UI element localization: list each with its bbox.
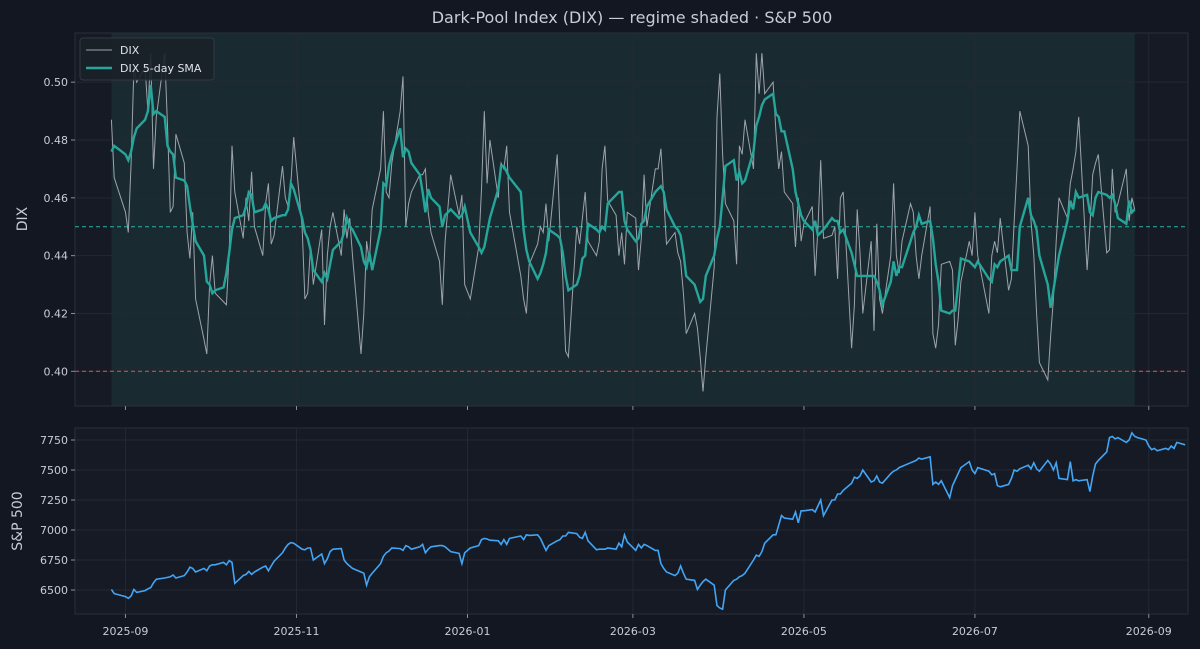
dix-panel: 0.40 0.42 0.44 0.46 0.48 0.50 DIX DIX DIX 5-d… [15,32,1189,410]
legend-entry-sma: DIX 5-day SMA [120,62,202,75]
dix-y-tick-label: 0.48 [44,134,69,147]
x-tick-label: 2026-07 [952,625,998,638]
spx-y-tick-label: 7500 [40,464,68,477]
legend-box [79,37,215,81]
x-tick-label: 2026-05 [781,625,827,638]
spx-y-tick-label: 7750 [40,434,68,447]
dix-sma-series-line [110,84,1136,315]
dix-series-line [110,53,1136,392]
chart-title: Dark-Pool Index (DIX) — regime shaded · … [432,8,833,27]
spx-y-axis: 6500 6750 7000 7250 7500 7750 [40,434,75,597]
x-tick-label: 2026-03 [610,625,656,638]
dix-y-axis-label: DIX [15,206,31,231]
x-tick-label: 2026-01 [445,625,491,638]
dix-y-axis: 0.40 0.42 0.44 0.46 0.48 0.50 [44,76,75,378]
spx-y-tick-label: 6750 [40,554,68,567]
x-tick-label: 2025-11 [273,625,319,638]
dix-y-tick-label: 0.44 [44,250,69,263]
dix-y-tick-label: 0.50 [44,76,69,89]
dix-legend: DIX DIX 5-day SMA [79,37,215,81]
spx-series-line [110,431,1186,611]
x-tick-label: 2026-09 [1126,625,1172,638]
dix-x-axis-ticks [124,406,1150,410]
x-tick-label: 2025-09 [102,625,148,638]
spx-gridlines [75,428,1188,614]
spx-y-tick-label: 7000 [40,524,68,537]
spx-plot-area [74,427,1189,615]
dix-y-tick-label: 0.42 [44,307,69,320]
dix-y-tick-label: 0.40 [44,365,69,378]
legend-entry-dix: DIX [120,44,140,57]
spx-y-tick-label: 7250 [40,494,68,507]
dix-y-tick-label: 0.46 [44,192,69,205]
spx-x-axis: 2025-09 2025-11 2026-01 2026-03 2026-05 2026-… [102,614,1172,638]
spx-y-axis-label: S&P 500 [10,491,26,550]
dix-reference-lines [75,226,1188,372]
regime-shading [111,33,1135,406]
spx-y-tick-label: 6500 [40,584,68,597]
